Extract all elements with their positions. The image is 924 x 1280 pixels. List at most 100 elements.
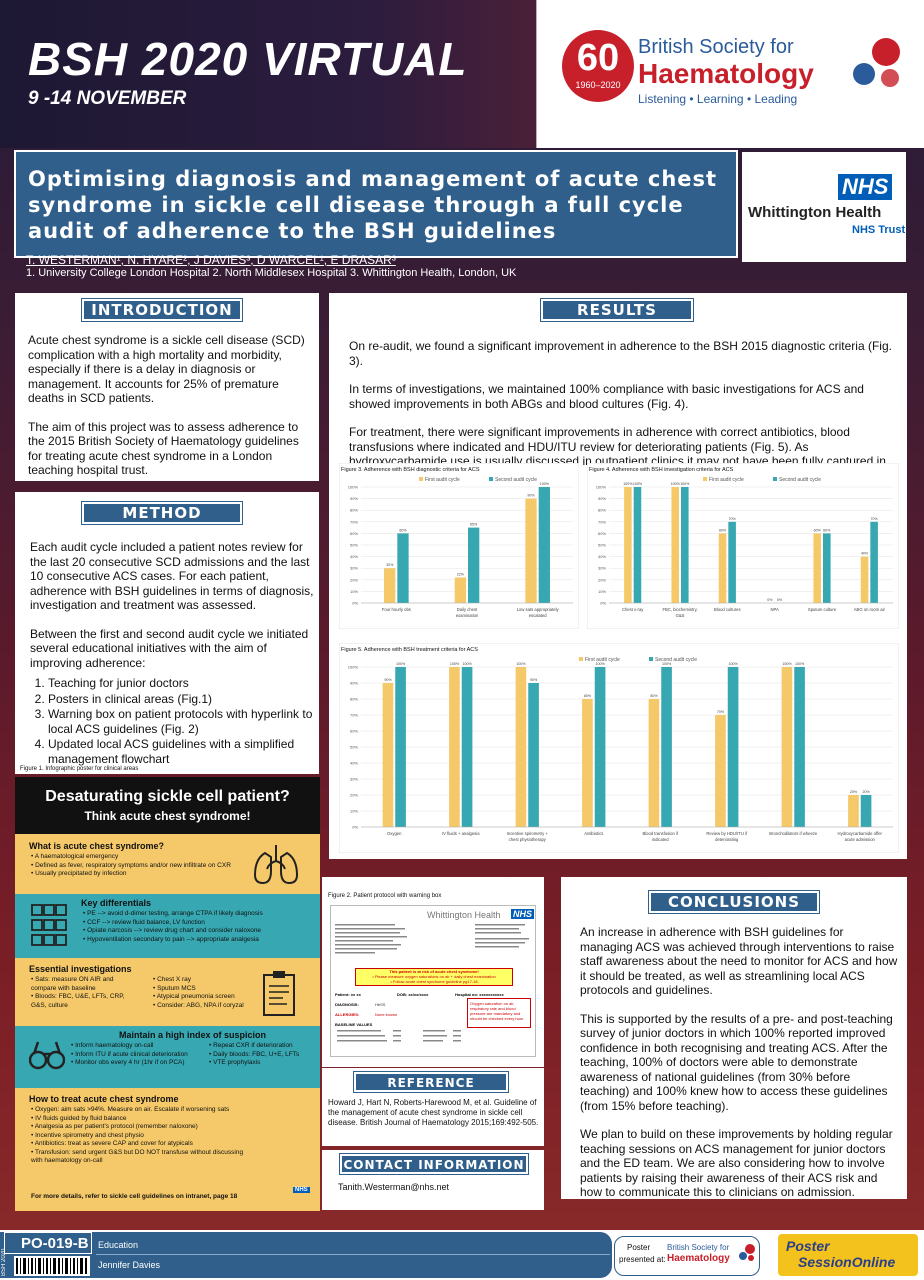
infographic-title: Desaturating sickle cell patient?	[45, 788, 290, 805]
category-label: Four hourly obs	[382, 607, 411, 612]
section-line: • Daily bloods: FBC, U+E, LFTs	[209, 1050, 300, 1058]
fig1-caption: Figure 1. Infographic poster for clinica…	[20, 766, 139, 772]
nhs-logo: NHS Whittington Health NHS Trust	[742, 152, 906, 262]
list-item: Updated local ACS guidelines with a simp…	[48, 737, 314, 766]
bar	[397, 533, 409, 603]
category-label: Oxygen	[387, 831, 402, 836]
legend-label: Second audit cycle	[655, 657, 697, 663]
y-tick-label: 100%	[348, 665, 359, 670]
bar	[528, 683, 539, 827]
section-line: • Consider: ABG, NPA if coryzal	[153, 1001, 244, 1009]
bar	[823, 533, 831, 603]
section-line: • Opiate narcosis --> review drug chart …	[83, 927, 262, 934]
section-title: What is acute chest syndrome?	[29, 841, 165, 851]
y-tick-label: 90%	[350, 681, 358, 686]
data-label: 70%	[871, 517, 879, 521]
y-tick-label: 0%	[352, 825, 358, 830]
category-label-line: Daily chest	[457, 607, 478, 612]
conference-header: BSH 2020 VIRTUAL 9 -14 NOVEMBER 60 1960–2…	[0, 0, 924, 148]
bar	[794, 667, 805, 827]
protocol-patient: Patient: xx xx	[335, 992, 361, 997]
footer-bsh-line1: British Society for	[667, 1243, 730, 1252]
conference-dates: 9 -14 NOVEMBER	[28, 88, 187, 109]
nhs-trust: NHS Trust	[852, 224, 906, 236]
figure3-chart: Figure 3. Adherence with BSH diagnostic …	[339, 463, 579, 629]
section-title: Key differentials	[81, 898, 152, 908]
bar	[384, 568, 396, 603]
protocol-diagnosis-value: HbSS	[375, 1002, 386, 1007]
introduction-panel: INTRODUCTION Acute chest syndrome is a s…	[15, 293, 319, 481]
protocol-allergies: ALLERGIES:	[335, 1012, 360, 1017]
bsh-name-line2: Haematology	[638, 58, 814, 89]
y-tick-label: 20%	[350, 793, 358, 798]
category-label-line: G&S	[676, 613, 685, 618]
footer-bsh-line2: Haematology	[667, 1253, 730, 1264]
data-label: 100%	[540, 482, 550, 486]
data-label: 65%	[470, 523, 478, 527]
category-label-line: Antibiotics	[584, 831, 603, 836]
lungs-icon	[253, 845, 299, 885]
bar	[848, 795, 859, 827]
results-p1: On re-audit, we found a significant impr…	[349, 339, 892, 368]
data-label: 60%	[719, 528, 727, 532]
conclusions-p1: An increase in adherence with BSH guidel…	[580, 925, 898, 997]
infographic-section: Essential investigations • Sats: measure…	[15, 960, 320, 1024]
category-label-line: IV fluids + analgesia	[442, 831, 480, 836]
warning-box: This patient is at risk of acute chest s…	[355, 968, 513, 986]
category-label-line: Bronchodilators if wheeze	[769, 831, 818, 836]
legend-swatch	[419, 477, 423, 481]
conclusions-panel: CONCLUSIONS An increase in adherence wit…	[561, 877, 907, 1199]
figure4-chart: Figure 4. Adherence with BSH investigati…	[587, 463, 899, 629]
bar	[681, 487, 689, 603]
legend-label: First audit cycle	[585, 657, 620, 663]
chart-title: Figure 5. Adherence with BSH treatment c…	[341, 647, 478, 653]
category-label-line: Oxygen	[387, 831, 402, 836]
data-label: 100%	[728, 662, 738, 666]
category-label-line: Blood cultures	[714, 607, 741, 612]
category-label-line: deteriorating	[715, 837, 739, 842]
category-label: Blood transfusion if indicated	[642, 831, 678, 842]
bar	[718, 533, 727, 603]
category-label-line: NPA	[771, 607, 780, 612]
category-label-line: Sputum culture	[808, 607, 837, 612]
y-tick-label: 10%	[350, 809, 358, 814]
y-tick-label: 50%	[350, 543, 358, 548]
reference-panel: REFERENCE Howard J, Hart N, Roberts-Hare…	[322, 1068, 544, 1146]
introduction-p1: Acute chest syndrome is a sickle cell di…	[28, 333, 305, 405]
data-label: 20%	[862, 790, 870, 794]
contact-email[interactable]: Tanith.Westerman@nhs.net	[338, 1182, 450, 1192]
contact-heading: CONTACT INFORMATION	[339, 1153, 529, 1175]
y-tick-label: 60%	[350, 729, 358, 734]
category-label: Bronchodilators if wheeze	[769, 831, 818, 836]
y-tick-label: 80%	[350, 697, 358, 702]
bar	[449, 667, 460, 827]
category-label: Incentive spirometry + chest physiotherap…	[507, 831, 549, 842]
nhs-badge: NHS	[838, 174, 893, 200]
infographic-footer: For more details, refer to sickle cell g…	[31, 1193, 238, 1200]
section-title: Essential investigations	[29, 964, 132, 974]
bar	[525, 498, 537, 603]
protocol-hospital-no: Hospital no: xxxxxxxxxxx	[455, 992, 504, 997]
conclusions-heading: CONCLUSIONS	[648, 890, 820, 914]
warning-line: • Follow acute chest syndrome guideline …	[390, 979, 478, 984]
data-label: 100%	[671, 482, 681, 486]
legend-swatch	[649, 657, 653, 661]
protocol-red-text: Oxygen saturation on air, respiratory ra…	[470, 1001, 524, 1021]
category-label: Antibiotics	[584, 831, 603, 836]
bar	[781, 667, 793, 827]
infographic-poster: Desaturating sickle cell patient? Think …	[15, 777, 320, 1211]
category-label-line: acute admission	[845, 837, 876, 842]
results-panel: RESULTS On re-audit, we found a signific…	[329, 293, 907, 859]
category-label-line: ABG on room air	[854, 607, 886, 612]
section-line: • Incentive spirometry and chest physio	[31, 1131, 144, 1139]
y-tick-label: 30%	[598, 566, 606, 571]
nhs-org: Whittington Health	[748, 204, 882, 221]
section-line: • A haematological emergency	[31, 853, 119, 860]
bar	[461, 667, 473, 827]
category-label-line: FBC, biochemistry,	[662, 607, 697, 612]
data-label: 100%	[450, 662, 460, 666]
bar	[727, 667, 739, 827]
y-tick-label: 70%	[350, 519, 358, 524]
poster-title: Optimising diagnosis and management of a…	[28, 167, 718, 243]
protocol-dob: DOB: xx/xx/xxxx	[397, 992, 429, 997]
